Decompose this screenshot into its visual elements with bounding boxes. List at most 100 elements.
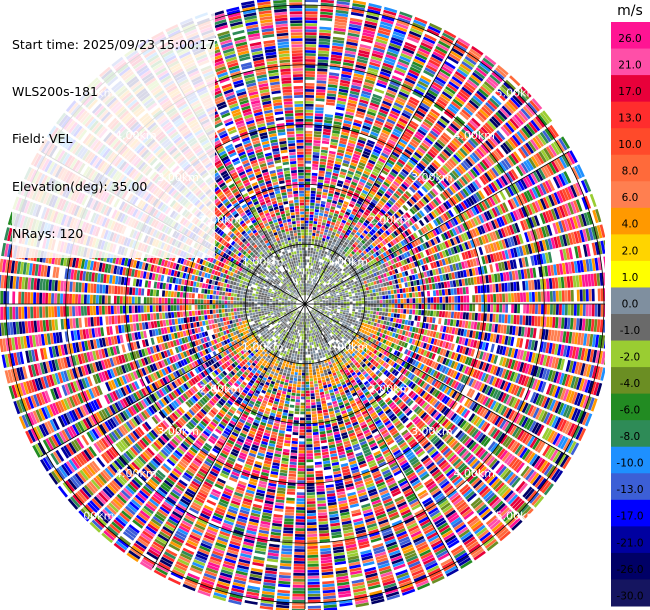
velocity-gate [324,119,333,124]
velocity-gate [547,179,555,191]
velocity-gate [336,274,340,278]
velocity-gate [402,133,411,140]
velocity-gate [314,128,322,132]
velocity-gate [334,191,340,196]
velocity-gate [396,19,410,27]
velocity-gate [388,295,392,299]
velocity-gate [320,206,325,211]
velocity-gate [409,120,419,128]
velocity-gate [345,292,349,295]
velocity-gate [444,189,452,198]
velocity-gate [344,316,348,320]
velocity-gate [475,191,483,201]
velocity-gate [346,105,356,110]
velocity-gate [375,117,385,123]
velocity-gate [391,304,395,308]
velocity-gate [336,100,346,105]
velocity-gate [534,316,538,327]
velocity-gate [335,254,340,258]
velocity-gate [487,138,497,148]
velocity-gate [389,208,395,215]
velocity-gate [454,226,460,235]
velocity-gate [380,18,394,25]
velocity-gate [581,318,586,331]
velocity-gate [331,265,335,269]
velocity-gate [329,268,333,272]
velocity-gate [362,277,366,281]
velocity-gate [457,149,466,159]
velocity-gate [343,299,347,302]
velocity-gate [498,161,507,172]
velocity-gate [312,227,317,231]
velocity-gate [318,291,322,294]
velocity-gate [555,304,559,315]
velocity-gate [517,292,520,302]
velocity-gate [308,226,313,230]
velocity-gate [449,280,454,288]
velocity-gate [367,310,371,314]
velocity-gate [305,47,316,51]
velocity-gate [356,142,365,148]
velocity-gate [387,248,393,254]
velocity-gate [343,264,347,268]
velocity-gate [338,268,343,272]
velocity-gate [553,141,563,154]
velocity-gate [537,133,547,146]
velocity-gate [334,310,337,313]
velocity-gate [569,317,574,330]
velocity-gate [467,170,476,180]
velocity-gate [554,277,559,289]
velocity-gate [330,286,334,289]
velocity-gate [345,282,349,286]
velocity-gate [361,307,365,310]
velocity-gate [305,32,317,36]
velocity-gate [308,241,311,245]
velocity-gate [509,184,517,195]
velocity-gate [367,192,374,198]
velocity-gate [312,292,315,295]
velocity-gate [467,184,475,194]
velocity-gate [371,171,379,177]
velocity-gate [315,290,318,294]
velocity-gate [397,242,403,248]
velocity-gate [336,0,351,3]
velocity-gate [397,294,401,299]
velocity-gate [305,229,309,233]
velocity-gate [429,164,437,172]
velocity-gate [382,304,386,308]
velocity-gate [332,216,338,220]
velocity-gate [311,295,314,298]
velocity-gate [408,159,417,166]
velocity-gate [313,140,321,144]
velocity-gate [319,161,327,165]
velocity-gate [410,27,423,36]
velocity-gate [335,264,339,269]
velocity-gate [461,86,473,96]
velocity-gate [309,271,312,275]
velocity-gate [342,125,351,131]
velocity-gate [325,265,329,269]
velocity-gate [342,65,354,70]
velocity-gate [394,237,400,243]
velocity-gate [308,265,311,269]
velocity-gate [341,71,352,76]
velocity-gate [384,286,388,291]
velocity-gate [451,183,459,192]
velocity-gate [364,219,370,225]
velocity-gate [561,290,565,302]
velocity-gate [336,294,340,297]
velocity-gate [351,313,355,317]
velocity-gate [311,291,314,295]
velocity-gate [325,226,330,230]
velocity-gate [479,161,488,171]
velocity-gate [335,268,339,272]
velocity-gate [355,295,359,299]
velocity-gate [305,109,314,113]
velocity-gate [451,296,455,303]
velocity-gate [355,145,364,150]
velocity-gate [367,108,377,114]
velocity-gate [340,134,349,139]
velocity-gate [305,190,310,194]
velocity-gate [320,155,327,160]
velocity-gate [309,287,312,290]
